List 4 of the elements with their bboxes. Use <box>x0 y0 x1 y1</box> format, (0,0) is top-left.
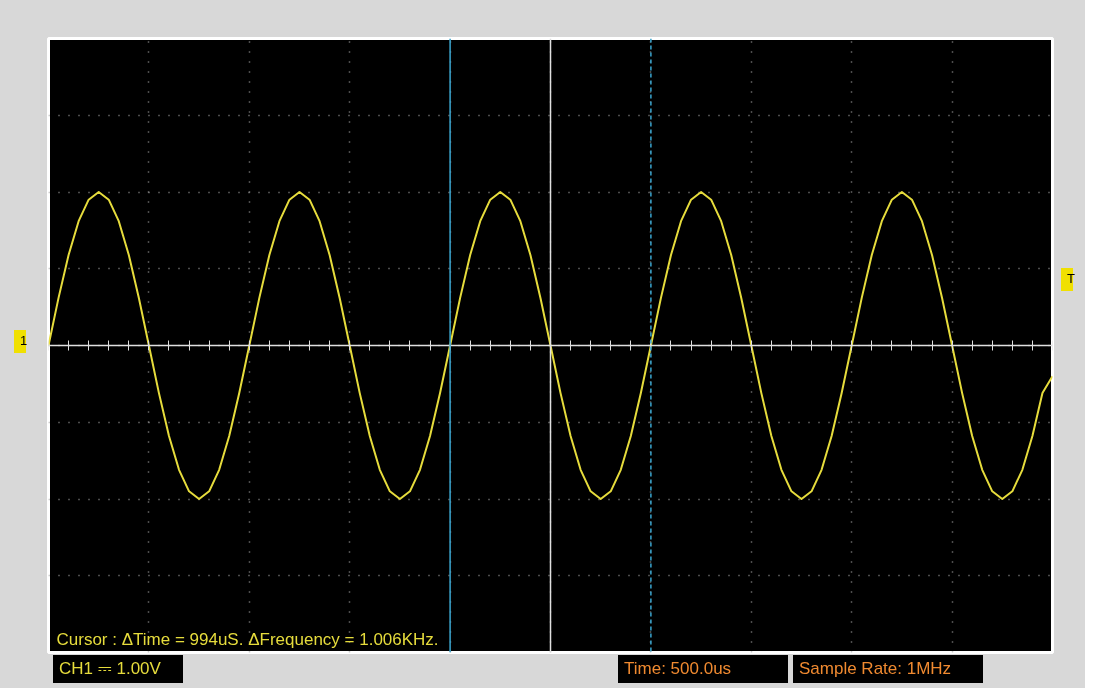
text: Cursor : ΔTime = 994uS. ΔFrequency = 1.006KHz. <box>56 629 439 649</box>
text: CH1 ⎓ 1.00V <box>59 658 161 680</box>
text: Time: 500.0us <box>624 658 732 680</box>
text: Sample Rate: 1MHz <box>799 658 952 680</box>
